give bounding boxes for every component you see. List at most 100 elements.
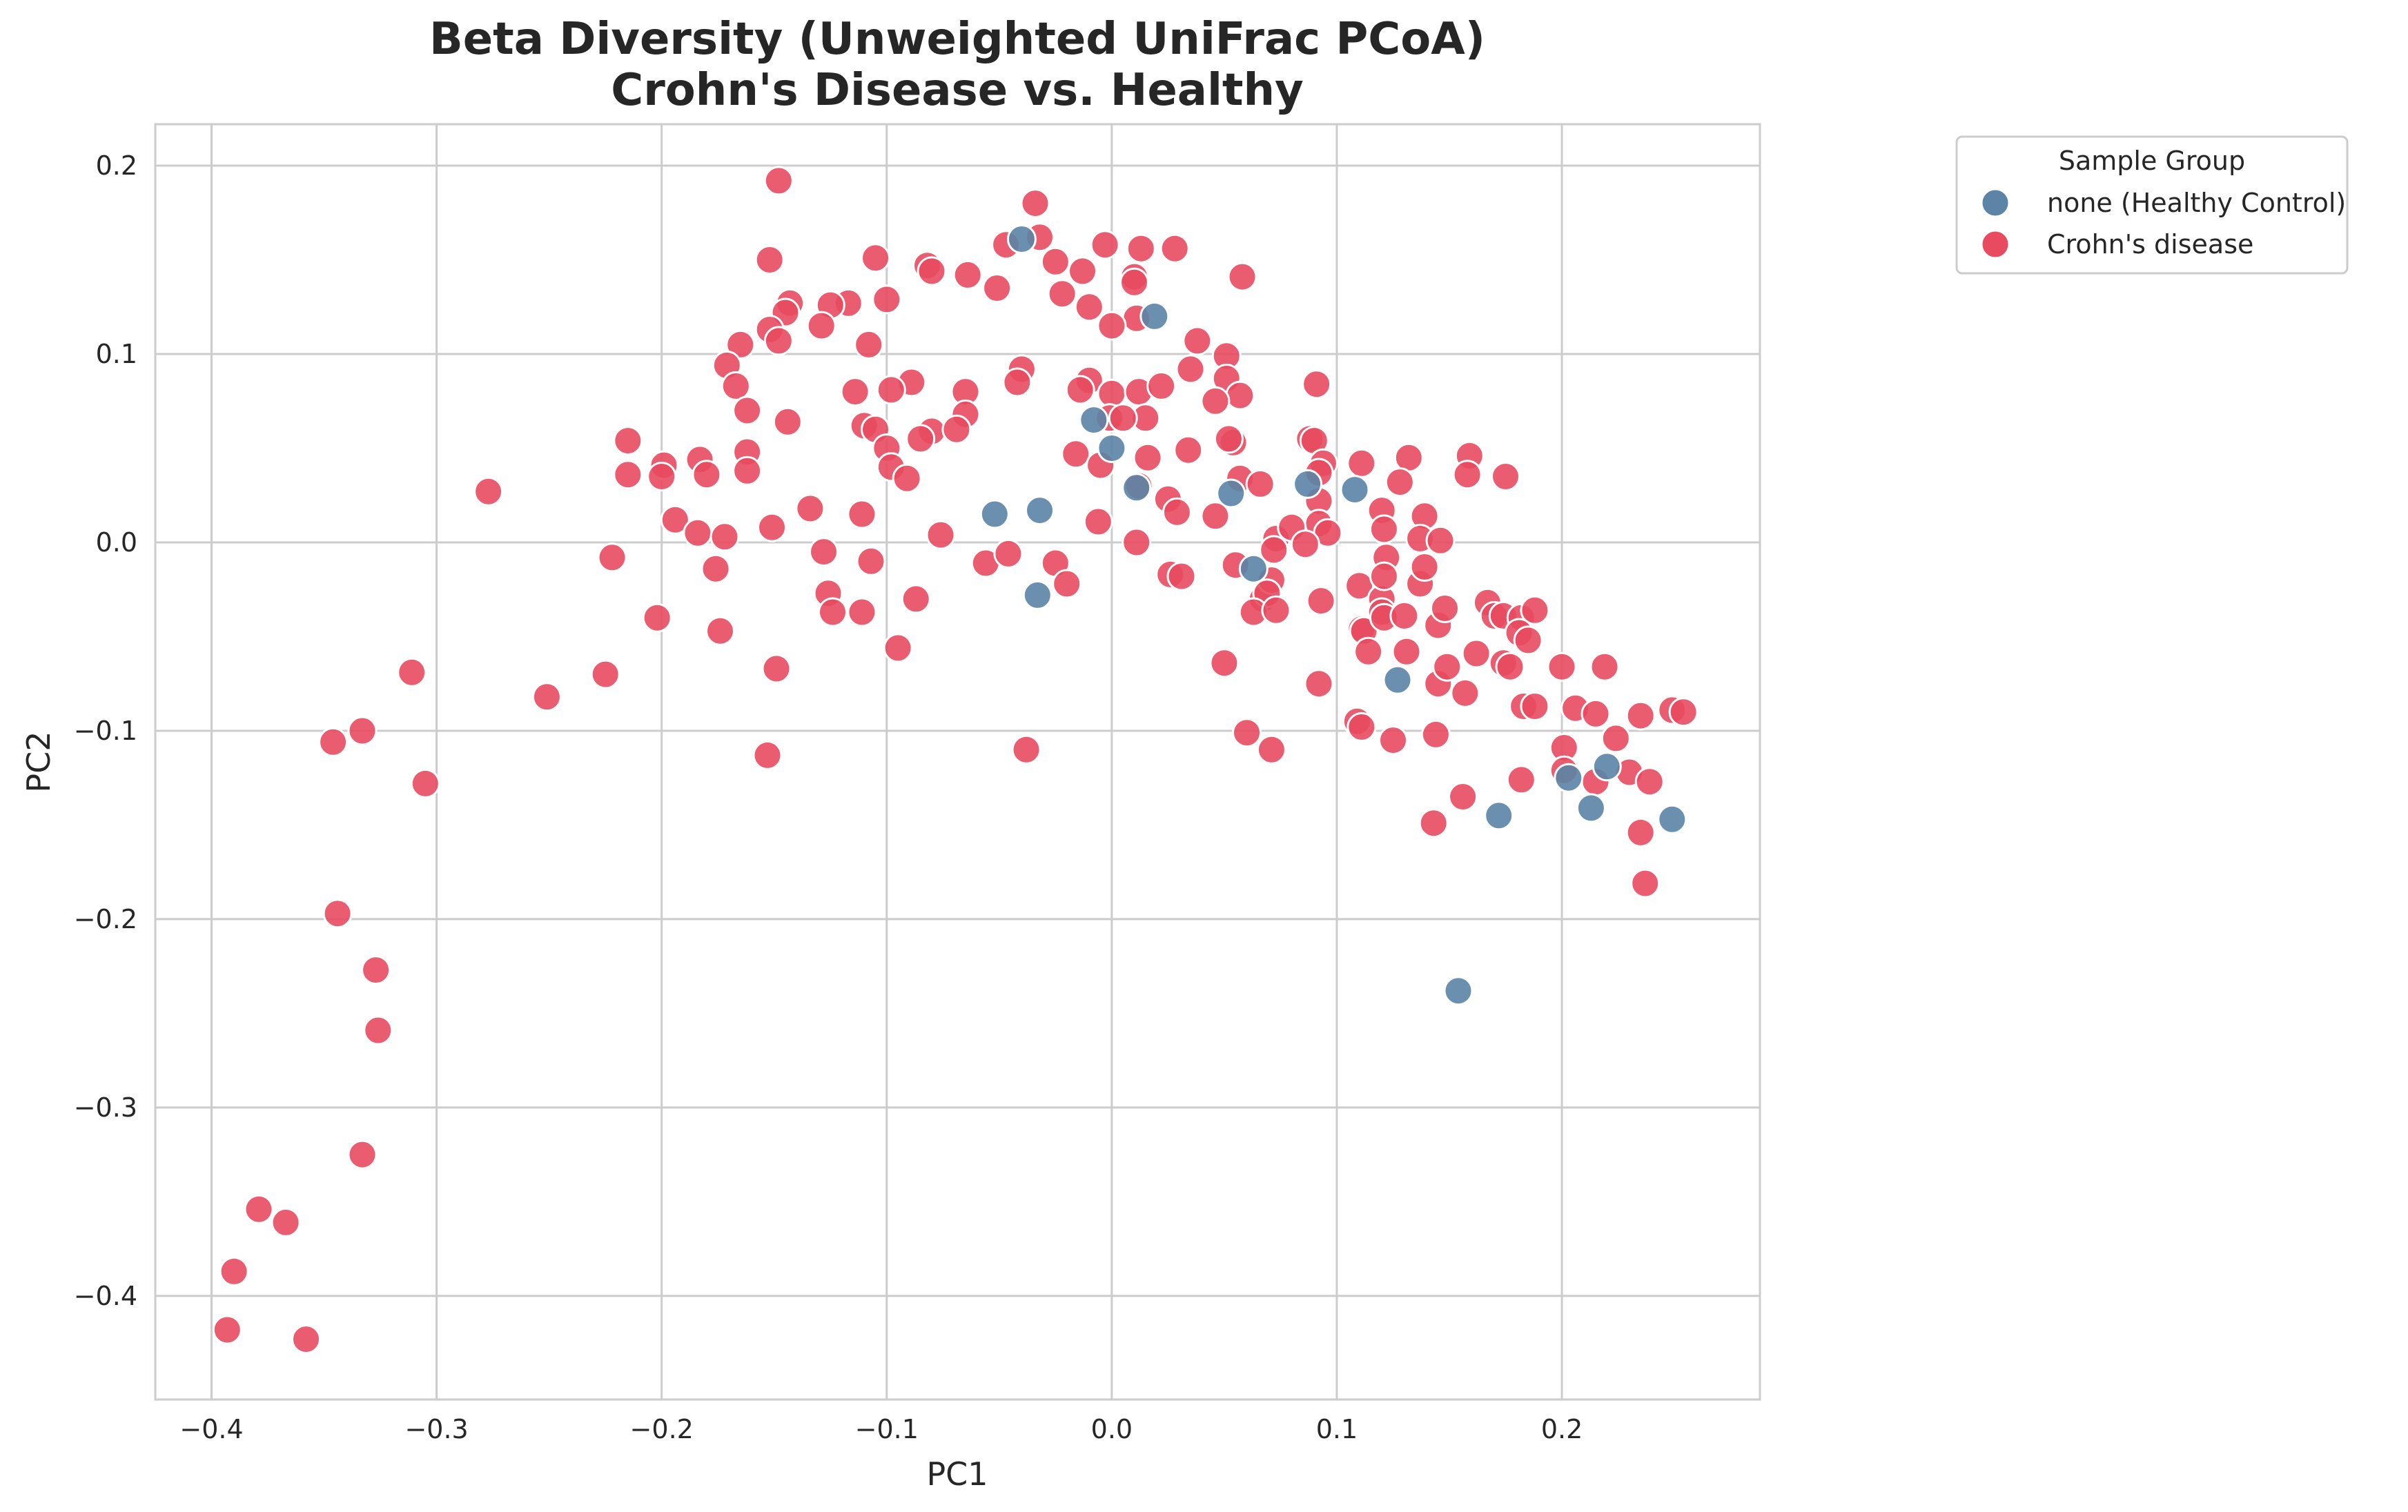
healthy-point [1576, 793, 1606, 823]
crohns-point [1074, 292, 1104, 322]
chart-title: Beta Diversity (Unweighted UniFrac PCoA) [429, 14, 1485, 65]
healthy-point [979, 499, 1010, 529]
crohns-point [1182, 326, 1213, 356]
crohns-point [1133, 442, 1163, 473]
crohns-point [1209, 648, 1240, 678]
crohns-point [1159, 233, 1190, 264]
crohns-point [1119, 267, 1149, 297]
crohns-point [318, 727, 349, 757]
y-tick-label: 0.1 [96, 339, 137, 369]
crohns-point [701, 553, 731, 584]
crohns-point [941, 414, 972, 444]
crohns-point [876, 375, 906, 405]
crohns-point [1353, 636, 1384, 667]
data-points [212, 166, 1699, 1355]
crohns-point [1245, 469, 1275, 499]
crohns-point [1378, 725, 1408, 756]
crohns-point [1002, 367, 1032, 397]
crohns-point [1547, 651, 1577, 682]
y-tick-label: 0.0 [96, 527, 137, 558]
crohns-point [1065, 375, 1095, 405]
crohns-point [732, 455, 763, 486]
crohns-point [1461, 638, 1491, 669]
healthy-point [1122, 473, 1152, 503]
crohns-point [212, 1315, 242, 1345]
crohns-point [1068, 256, 1097, 286]
crohns-point [1450, 678, 1480, 708]
crohns-point [1173, 435, 1204, 465]
crohns-point [1625, 817, 1656, 847]
crohns-point [1011, 734, 1041, 765]
crohns-point [1369, 514, 1399, 544]
legend-box [1955, 135, 2349, 275]
legend-title: Sample Group [2059, 146, 2245, 176]
crohns-point [1601, 723, 1631, 754]
crohns-point [1506, 765, 1536, 795]
crohns-point [1256, 734, 1286, 765]
legend: Sample Group none (Healthy Control) Croh… [1955, 135, 2349, 275]
crohns-point [1634, 767, 1665, 797]
crohns-point [1302, 369, 1332, 400]
crohns-point [1430, 593, 1460, 623]
healthy-point [1097, 433, 1127, 463]
y-axis-label: PC2 [20, 731, 57, 792]
crohns-point [763, 166, 794, 196]
crohns-point [993, 538, 1024, 569]
crohns-point [1166, 561, 1197, 591]
crohns-point [1589, 651, 1620, 682]
crohns-point [244, 1194, 274, 1224]
crohns-point [1232, 718, 1262, 748]
crohns-point [1213, 424, 1244, 454]
plot-area [154, 123, 1761, 1401]
crohns-point [872, 284, 902, 315]
crohns-point [1175, 354, 1206, 384]
healthy-point [1006, 224, 1037, 254]
crohns-point [1495, 651, 1525, 682]
crohns-point [1448, 782, 1478, 812]
crohns-point [1108, 403, 1138, 433]
crohns-point [473, 476, 504, 507]
crohns-point [709, 522, 740, 552]
crohns-point [347, 716, 378, 746]
crohns-point [892, 463, 922, 493]
crohns-point [809, 537, 839, 567]
crohns-point [763, 326, 794, 356]
grid [155, 124, 1760, 1400]
crohns-point [1418, 808, 1449, 838]
crohns-point [1306, 586, 1336, 616]
crohns-point [721, 371, 751, 401]
crohns-point [660, 504, 690, 535]
healthy-point [1079, 405, 1109, 435]
crohns-point [847, 499, 877, 529]
crohns-point [1061, 439, 1091, 469]
healthy-point [1022, 580, 1053, 610]
crohns-point [901, 584, 931, 614]
legend-marker-crohns [1980, 229, 2010, 259]
crohns-point [854, 329, 884, 360]
crohns-point [1384, 467, 1415, 498]
crohns-point [757, 512, 787, 542]
x-tick-label: 0.2 [1541, 1414, 1583, 1444]
crohns-point [363, 1015, 393, 1045]
crohns-point [1040, 246, 1070, 277]
x-tick-label: −0.1 [855, 1414, 919, 1444]
crohns-point [590, 659, 620, 689]
crohns-point [1122, 527, 1152, 558]
crohns-point [1513, 625, 1543, 656]
x-tick-label: −0.2 [630, 1414, 694, 1444]
healthy-point [1657, 804, 1687, 834]
healthy-point [1592, 752, 1622, 782]
healthy-point [1293, 469, 1323, 499]
crohns-point [613, 460, 643, 490]
crohns-point [795, 493, 825, 524]
crohns-point [1347, 712, 1377, 742]
healthy-point [1238, 553, 1269, 584]
crohns-point [1020, 188, 1050, 219]
crohns-point [732, 395, 763, 426]
crohns-point [861, 243, 890, 273]
crohns-point [642, 602, 672, 633]
y-tick-label: −0.4 [74, 1281, 137, 1311]
crohns-point [1425, 525, 1456, 556]
crohns-point [917, 256, 947, 286]
crohns-point [1200, 501, 1231, 531]
